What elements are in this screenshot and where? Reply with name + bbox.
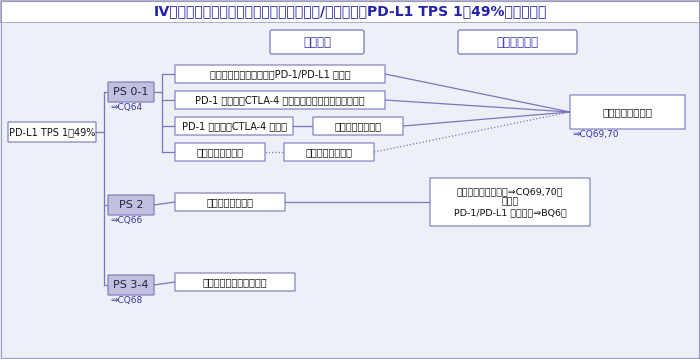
FancyBboxPatch shape xyxy=(175,143,265,161)
FancyBboxPatch shape xyxy=(458,30,577,54)
Text: 一次治療: 一次治療 xyxy=(303,36,331,48)
FancyBboxPatch shape xyxy=(570,95,685,129)
FancyBboxPatch shape xyxy=(175,65,385,83)
FancyBboxPatch shape xyxy=(175,273,295,291)
FancyBboxPatch shape xyxy=(8,122,96,142)
Text: 二次治療以降: 二次治療以降 xyxy=(496,36,538,48)
Text: 薬物療法は勧められない: 薬物療法は勧められない xyxy=(203,277,267,287)
FancyBboxPatch shape xyxy=(175,117,293,135)
Text: 細胞傷害性抗癌薬（⇒CQ69,70）
または
PD-1/PD-L1 阻害薬（⇒BQ6）: 細胞傷害性抗癌薬（⇒CQ69,70） または PD-1/PD-L1 阻害薬（⇒B… xyxy=(454,187,566,217)
Text: ⇒CQ68: ⇒CQ68 xyxy=(110,296,142,305)
FancyBboxPatch shape xyxy=(108,195,154,215)
Text: PD-L1 TPS 1〜49%: PD-L1 TPS 1〜49% xyxy=(9,127,95,137)
Text: プラチナ製剤併用療法＋PD-1/PD-L1 阻害薬: プラチナ製剤併用療法＋PD-1/PD-L1 阻害薬 xyxy=(210,69,350,79)
FancyBboxPatch shape xyxy=(0,22,700,359)
FancyBboxPatch shape xyxy=(0,0,700,22)
Text: 細胞傷害性抗癌薬: 細胞傷害性抗癌薬 xyxy=(206,197,253,207)
Text: Ⅳ期非小細胞肺癌：ドライバー遺伝子変異/転座陰性，PD-L1 TPS 1〜49%の治療方針: Ⅳ期非小細胞肺癌：ドライバー遺伝子変異/転座陰性，PD-L1 TPS 1〜49%… xyxy=(154,4,546,18)
Text: ペムブロリズマブ: ペムブロリズマブ xyxy=(197,147,244,157)
FancyBboxPatch shape xyxy=(175,91,385,109)
Text: PS 0-1: PS 0-1 xyxy=(113,87,148,97)
Text: ⇒CQ66: ⇒CQ66 xyxy=(110,216,142,225)
FancyBboxPatch shape xyxy=(270,30,364,54)
Text: PS 3-4: PS 3-4 xyxy=(113,280,148,290)
Text: ⇒CQ64: ⇒CQ64 xyxy=(110,103,142,112)
FancyBboxPatch shape xyxy=(430,178,590,226)
Text: 細胞傷害性抗癌薬: 細胞傷害性抗癌薬 xyxy=(603,107,652,117)
Text: PS 2: PS 2 xyxy=(119,200,144,210)
FancyBboxPatch shape xyxy=(284,143,374,161)
FancyBboxPatch shape xyxy=(313,117,403,135)
Text: PD-1 阻害薬＋CTLA-4 阻害薬: PD-1 阻害薬＋CTLA-4 阻害薬 xyxy=(181,121,286,131)
Text: ⇒CQ69,70: ⇒CQ69,70 xyxy=(572,130,619,139)
Text: PD-1 阻害薬＋CTLA-4 阻害薬＋プラチナ製剤併用療法: PD-1 阻害薬＋CTLA-4 阻害薬＋プラチナ製剤併用療法 xyxy=(195,95,365,105)
Text: 細胞傷害性抗癌薬: 細胞傷害性抗癌薬 xyxy=(335,121,382,131)
FancyBboxPatch shape xyxy=(108,82,154,102)
FancyBboxPatch shape xyxy=(175,193,285,211)
Text: 細胞傷害性抗癌薬: 細胞傷害性抗癌薬 xyxy=(305,147,353,157)
FancyBboxPatch shape xyxy=(108,275,154,295)
